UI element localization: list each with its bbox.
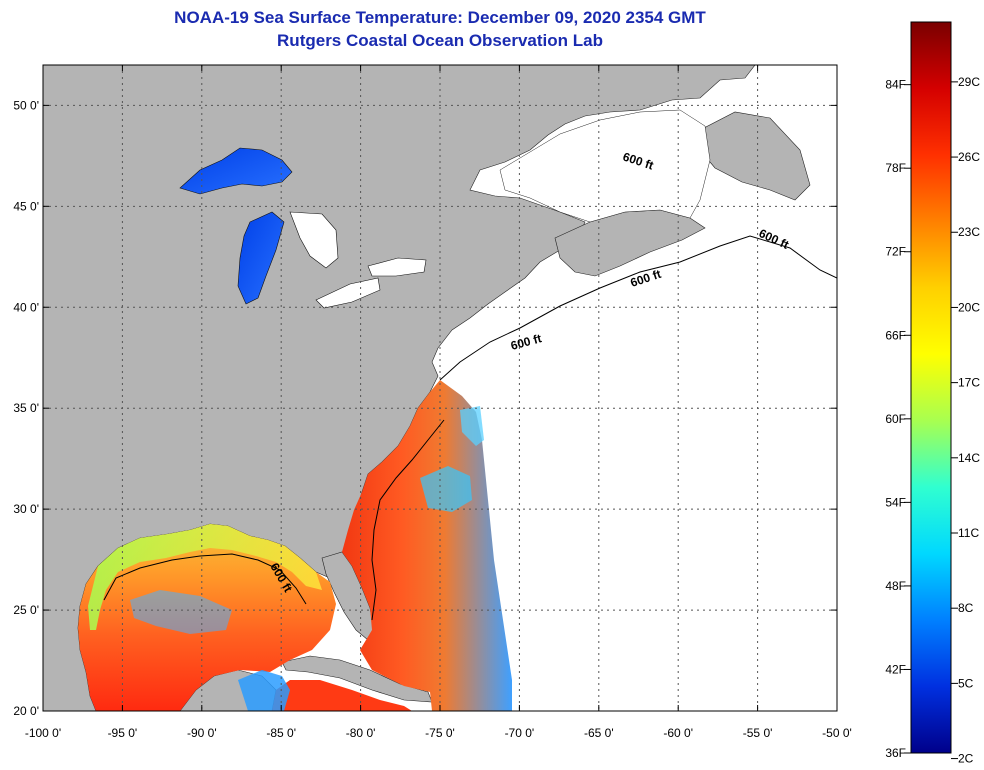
colorbar-label-f: 48F — [885, 579, 906, 593]
caribbean-cool-patch — [238, 670, 290, 711]
caribbean-sst — [272, 680, 412, 711]
y-tick-label: 40 0' — [13, 300, 39, 314]
x-tick-label: -80 0' — [346, 726, 376, 740]
x-tick-label: -100 0' — [25, 726, 61, 740]
isobath-600ft — [439, 235, 837, 381]
colorbar-label-c: 2C — [958, 752, 974, 766]
colorbar — [910, 21, 952, 754]
x-tick-label: -65 0' — [584, 726, 614, 740]
colorbar-label-f: 36F — [885, 746, 906, 760]
y-tick-label: 30 0' — [13, 502, 39, 516]
x-tick-label: -90 0' — [187, 726, 217, 740]
colorbar-label-c: 8C — [958, 601, 974, 615]
colorbar-label-f: 66F — [885, 328, 906, 342]
lake-superior — [179, 147, 293, 195]
lake-michigan — [237, 211, 285, 305]
y-tick-label: 35 0' — [13, 401, 39, 415]
atlantic-cool-eddy — [420, 466, 472, 512]
gulf-cool-patch — [130, 590, 232, 634]
x-tick-label: -95 0' — [108, 726, 138, 740]
lake-huron — [289, 211, 339, 269]
gulf-coastal-fringe — [88, 524, 322, 630]
y-tick-label: 45 0' — [13, 199, 39, 213]
colorbar-label-f: 42F — [885, 662, 906, 676]
colorbar-label-f: 78F — [885, 161, 906, 175]
atlantic-cool-edge — [460, 406, 484, 446]
colorbar-label-c: 26C — [958, 150, 980, 164]
colorbar-label-c: 20C — [958, 300, 980, 314]
atlantic-sst — [342, 380, 512, 711]
x-tick-label: -60 0' — [663, 726, 693, 740]
x-tick-label: -50 0' — [822, 726, 852, 740]
colorbar-label-c: 5C — [958, 676, 974, 690]
colorbar-label-c: 29C — [958, 75, 980, 89]
colorbar-label-c: 14C — [958, 451, 980, 465]
x-tick-label: -70 0' — [505, 726, 535, 740]
isobath-600ft-gulf — [103, 553, 307, 605]
y-tick-label: 20 0' — [13, 704, 39, 718]
lake-ontario — [367, 257, 427, 277]
chart-title: NOAA-19 Sea Surface Temperature: Decembe… — [174, 8, 706, 27]
isobath-600ft-atl — [371, 419, 445, 621]
x-tick-label: -55 0' — [743, 726, 773, 740]
x-tick-label: -75 0' — [425, 726, 455, 740]
y-tick-label: 50 0' — [13, 98, 39, 112]
colorbar-label-f: 60F — [885, 412, 906, 426]
lake-erie — [315, 277, 381, 309]
colorbar-label-c: 11C — [958, 526, 979, 540]
colorbar-label-f: 72F — [885, 245, 906, 259]
graticule — [43, 65, 837, 711]
x-tick-label: -85 0' — [266, 726, 296, 740]
newfoundland — [699, 111, 811, 201]
chart-subtitle: Rutgers Coastal Ocean Observation Lab — [277, 31, 603, 50]
y-tick-label: 25 0' — [13, 603, 39, 617]
colorbar-label-f: 84F — [885, 78, 906, 92]
st-lawrence-no-data — [499, 109, 711, 223]
colorbar-label-f: 54F — [885, 495, 906, 509]
colorbar-label-c: 23C — [958, 225, 980, 239]
colorbar-label-c: 17C — [958, 376, 980, 390]
